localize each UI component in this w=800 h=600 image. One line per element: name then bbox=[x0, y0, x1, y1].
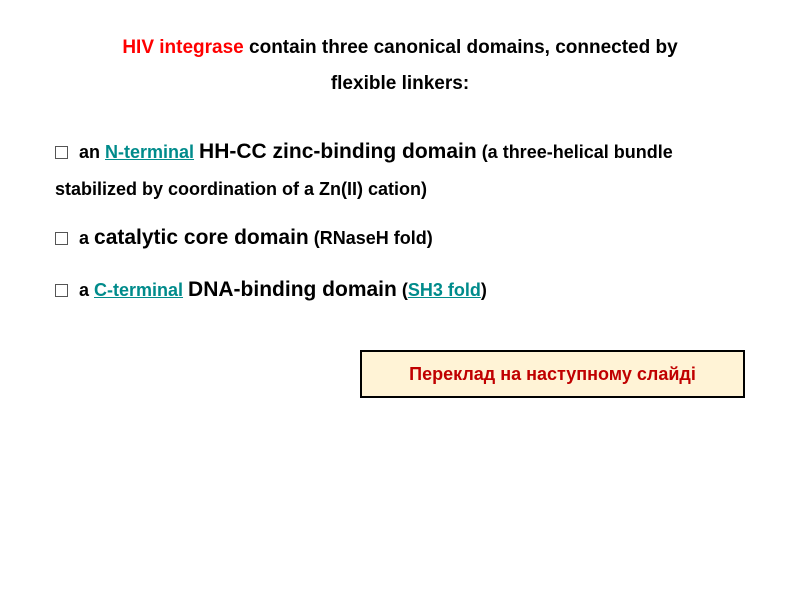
b3-prefix: a bbox=[74, 280, 94, 300]
b2-prefix: a bbox=[74, 228, 94, 248]
bullet-square-icon bbox=[55, 284, 68, 297]
callout-text: Переклад на наступному слайді bbox=[409, 364, 696, 385]
bullet-square-icon bbox=[55, 232, 68, 245]
b3-term: DNA-binding domain bbox=[188, 278, 397, 301]
translation-callout: Переклад на наступному слайді bbox=[360, 350, 745, 398]
b2-term: catalytic core domain bbox=[94, 226, 309, 249]
bullet-item-3: a C-terminal DNA-binding domain (SH3 fol… bbox=[55, 270, 745, 310]
slide-title: HIV integrase contain three canonical do… bbox=[55, 30, 745, 102]
title-line-2: flexible linkers: bbox=[55, 66, 745, 102]
n-terminal-link[interactable]: N-terminal bbox=[105, 142, 194, 162]
b1-prefix: an bbox=[74, 142, 105, 162]
b1-term: HH-CC zinc-binding domain bbox=[199, 140, 477, 163]
title-rest-1: contain three canonical domains, connect… bbox=[244, 37, 678, 58]
bullet-item-2: a catalytic core domain (RNaseH fold) bbox=[55, 218, 745, 258]
title-highlight: HIV integrase bbox=[122, 37, 243, 58]
sh3-fold-link[interactable]: SH3 fold bbox=[408, 280, 481, 300]
c-terminal-link[interactable]: C-terminal bbox=[94, 280, 183, 300]
b2-suffix: (RNaseH fold) bbox=[309, 228, 433, 248]
bullet-square-icon bbox=[55, 146, 68, 159]
b3-paren-open: ( bbox=[397, 280, 408, 300]
bullet-item-1: an N-terminal HH-CC zinc-binding domain … bbox=[55, 132, 745, 206]
bullet-list: an N-terminal HH-CC zinc-binding domain … bbox=[55, 132, 745, 310]
b3-paren-close: ) bbox=[481, 280, 487, 300]
title-line-1: HIV integrase contain three canonical do… bbox=[55, 30, 745, 66]
